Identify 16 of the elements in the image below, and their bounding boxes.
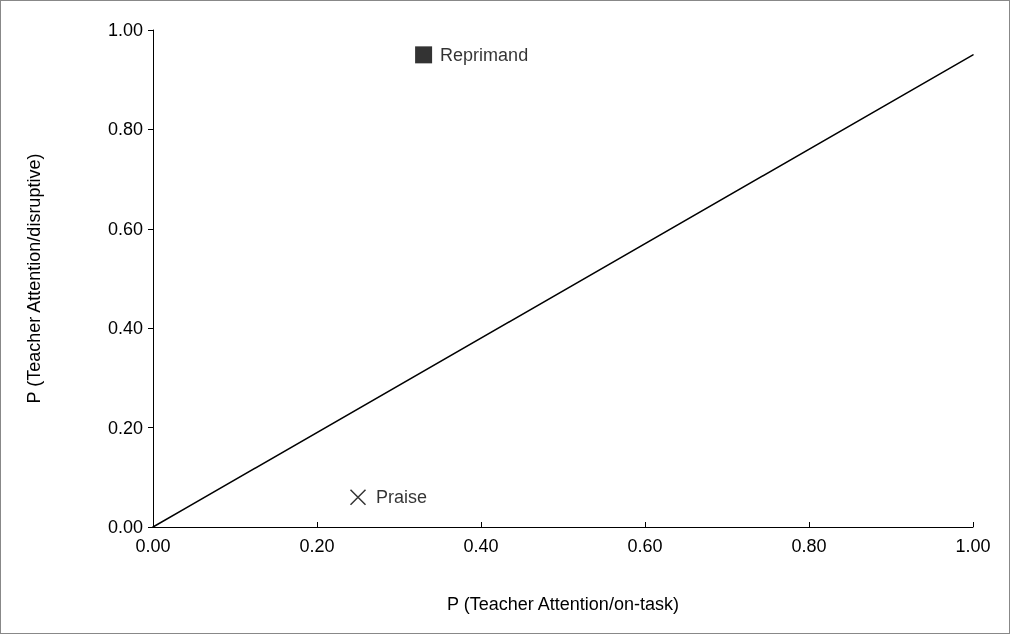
x-tick-label: 0.40	[463, 536, 499, 556]
series-label: Reprimand	[440, 44, 529, 65]
y-tick-label: 0.20	[107, 417, 143, 438]
x-axis-title: P (Teacher Attention/on-task)	[447, 594, 679, 614]
x-tick-label: 0.80	[791, 536, 827, 556]
x-tick-label: 0.00	[135, 536, 171, 556]
y-tick-label: 0.60	[107, 218, 143, 239]
series-label: Praise	[376, 487, 428, 508]
x-tick-label: 0.60	[627, 536, 663, 556]
y-tick-label: 0.40	[107, 318, 143, 339]
y-axis-title: P (Teacher Attention/disruptive)	[24, 153, 44, 404]
x-tick-label: 1.00	[955, 536, 991, 556]
y-tick-label: 0.00	[107, 517, 143, 537]
y-tick-label: 1.00	[107, 20, 143, 40]
x-tick-label: 0.20	[299, 536, 335, 556]
y-tick-label: 0.80	[107, 119, 143, 140]
